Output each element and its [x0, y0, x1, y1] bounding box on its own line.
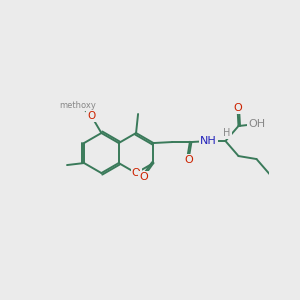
Text: O: O — [139, 172, 148, 182]
Text: methoxy: methoxy — [60, 101, 97, 110]
Text: NH: NH — [200, 136, 217, 146]
Text: O: O — [132, 168, 140, 178]
Text: H: H — [223, 128, 231, 138]
Text: OH: OH — [248, 119, 265, 129]
Text: O: O — [233, 103, 242, 113]
Text: O: O — [184, 155, 193, 165]
Text: O: O — [87, 111, 95, 121]
